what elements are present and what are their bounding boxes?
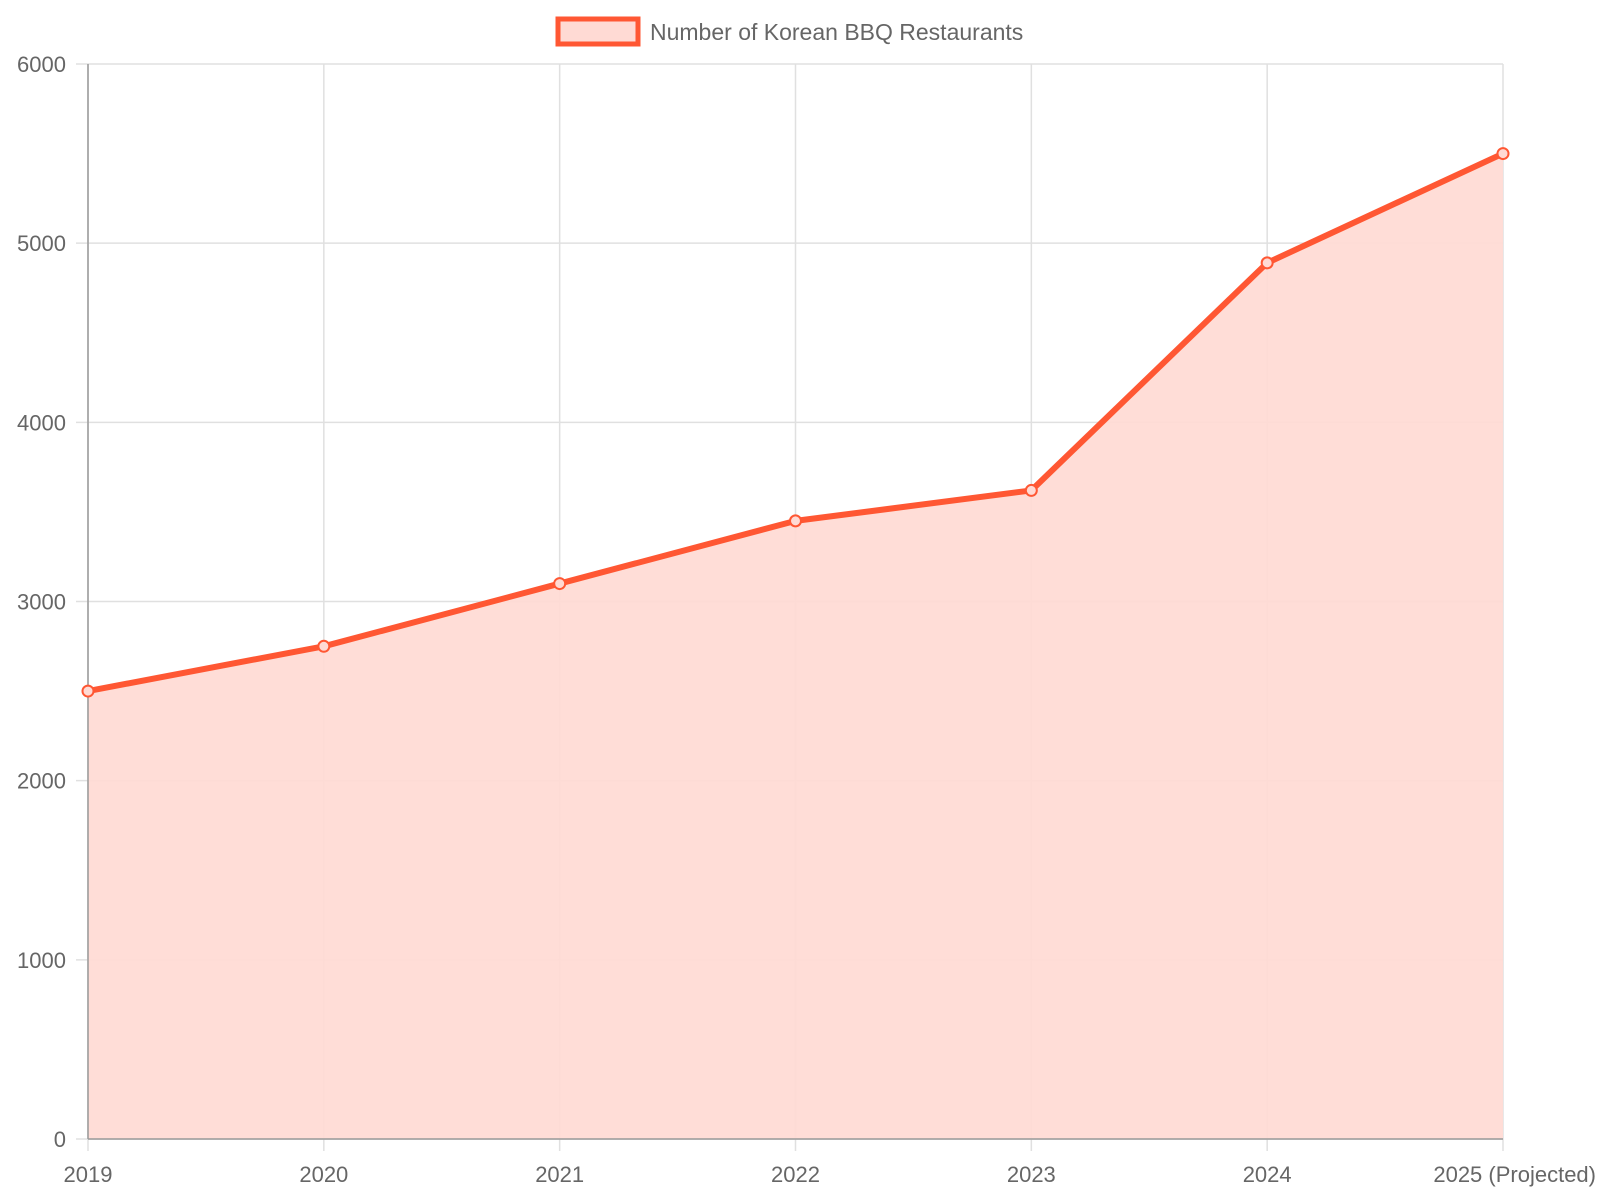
- y-tick-label: 2000: [17, 769, 66, 794]
- data-point[interactable]: [789, 514, 802, 528]
- x-tick-label: 2020: [299, 1162, 348, 1187]
- data-point[interactable]: [1260, 256, 1274, 270]
- data-point[interactable]: [1024, 483, 1038, 497]
- x-tick-label: 2021: [535, 1162, 584, 1187]
- data-point[interactable]: [1496, 147, 1510, 161]
- data-point[interactable]: [81, 684, 95, 698]
- y-tick-label: 0: [54, 1127, 66, 1152]
- series-area: [88, 153, 1503, 1140]
- legend-swatch: [555, 16, 641, 47]
- x-tick-label: 2024: [1243, 1162, 1292, 1187]
- y-tick-label: 4000: [17, 410, 66, 435]
- series-area-fill: [88, 153, 1503, 1140]
- x-tick-label: 2022: [771, 1162, 820, 1187]
- y-axis-labels: 0 1000 2000 3000 4000 5000 6000: [17, 52, 66, 1152]
- x-tick-label: 2019: [64, 1162, 113, 1187]
- axes: [87, 64, 1503, 1140]
- y-tick-label: 3000: [17, 590, 66, 615]
- legend-label: Number of Korean BBQ Restaurants: [650, 19, 1023, 45]
- x-axis-labels: 2019 2020 2021 2022 2023 2024 2025 (Projected): [64, 1162, 1596, 1187]
- legend[interactable]: Number of Korean BBQ Restaurants: [555, 16, 1023, 47]
- y-tick-label: 1000: [17, 948, 66, 973]
- series-points: [81, 147, 1510, 698]
- data-point[interactable]: [317, 639, 331, 653]
- data-point[interactable]: [553, 577, 567, 591]
- x-tick-label: 2023: [1007, 1162, 1056, 1187]
- y-tick-label: 6000: [17, 52, 66, 77]
- x-tick-label: 2025 (Projected): [1433, 1162, 1596, 1187]
- y-tick-label: 5000: [17, 231, 66, 256]
